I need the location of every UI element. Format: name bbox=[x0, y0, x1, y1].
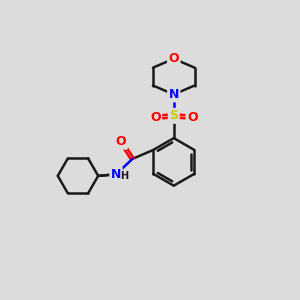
Text: O: O bbox=[150, 111, 161, 124]
Text: O: O bbox=[169, 52, 179, 65]
Text: H: H bbox=[120, 171, 128, 181]
Text: O: O bbox=[116, 135, 126, 148]
Text: O: O bbox=[187, 111, 197, 124]
Text: N: N bbox=[169, 88, 179, 101]
Text: S: S bbox=[169, 109, 178, 122]
Text: N: N bbox=[111, 168, 121, 181]
